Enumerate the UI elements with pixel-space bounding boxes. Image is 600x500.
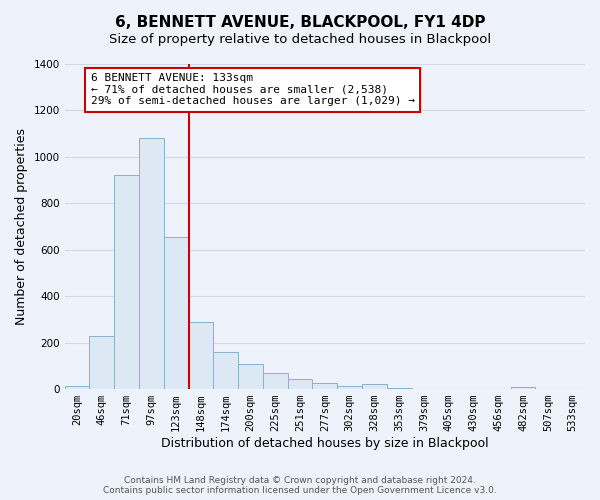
Bar (313, 384, 337, 389)
Bar (337, 386, 362, 389)
Bar (263, 373, 287, 389)
Text: 6, BENNETT AVENUE, BLACKPOOL, FY1 4DP: 6, BENNETT AVENUE, BLACKPOOL, FY1 4DP (115, 15, 485, 30)
Bar (387, 388, 412, 389)
Bar (511, 387, 535, 389)
Bar (238, 364, 263, 389)
Text: Contains HM Land Registry data © Crown copyright and database right 2024.
Contai: Contains HM Land Registry data © Crown c… (103, 476, 497, 495)
X-axis label: Distribution of detached houses by size in Blackpool: Distribution of detached houses by size … (161, 437, 488, 450)
Bar (287, 380, 313, 389)
Bar (188, 322, 214, 389)
Text: Size of property relative to detached houses in Blackpool: Size of property relative to detached ho… (109, 32, 491, 46)
Text: 6 BENNETT AVENUE: 133sqm
← 71% of detached houses are smaller (2,538)
29% of sem: 6 BENNETT AVENUE: 133sqm ← 71% of detach… (91, 74, 415, 106)
Bar (65, 386, 89, 389)
Bar (114, 176, 139, 389)
Bar (362, 384, 387, 389)
Bar (164, 237, 188, 389)
Bar (139, 138, 164, 389)
Bar (89, 336, 114, 389)
Y-axis label: Number of detached properties: Number of detached properties (15, 128, 28, 325)
Bar (214, 352, 238, 389)
